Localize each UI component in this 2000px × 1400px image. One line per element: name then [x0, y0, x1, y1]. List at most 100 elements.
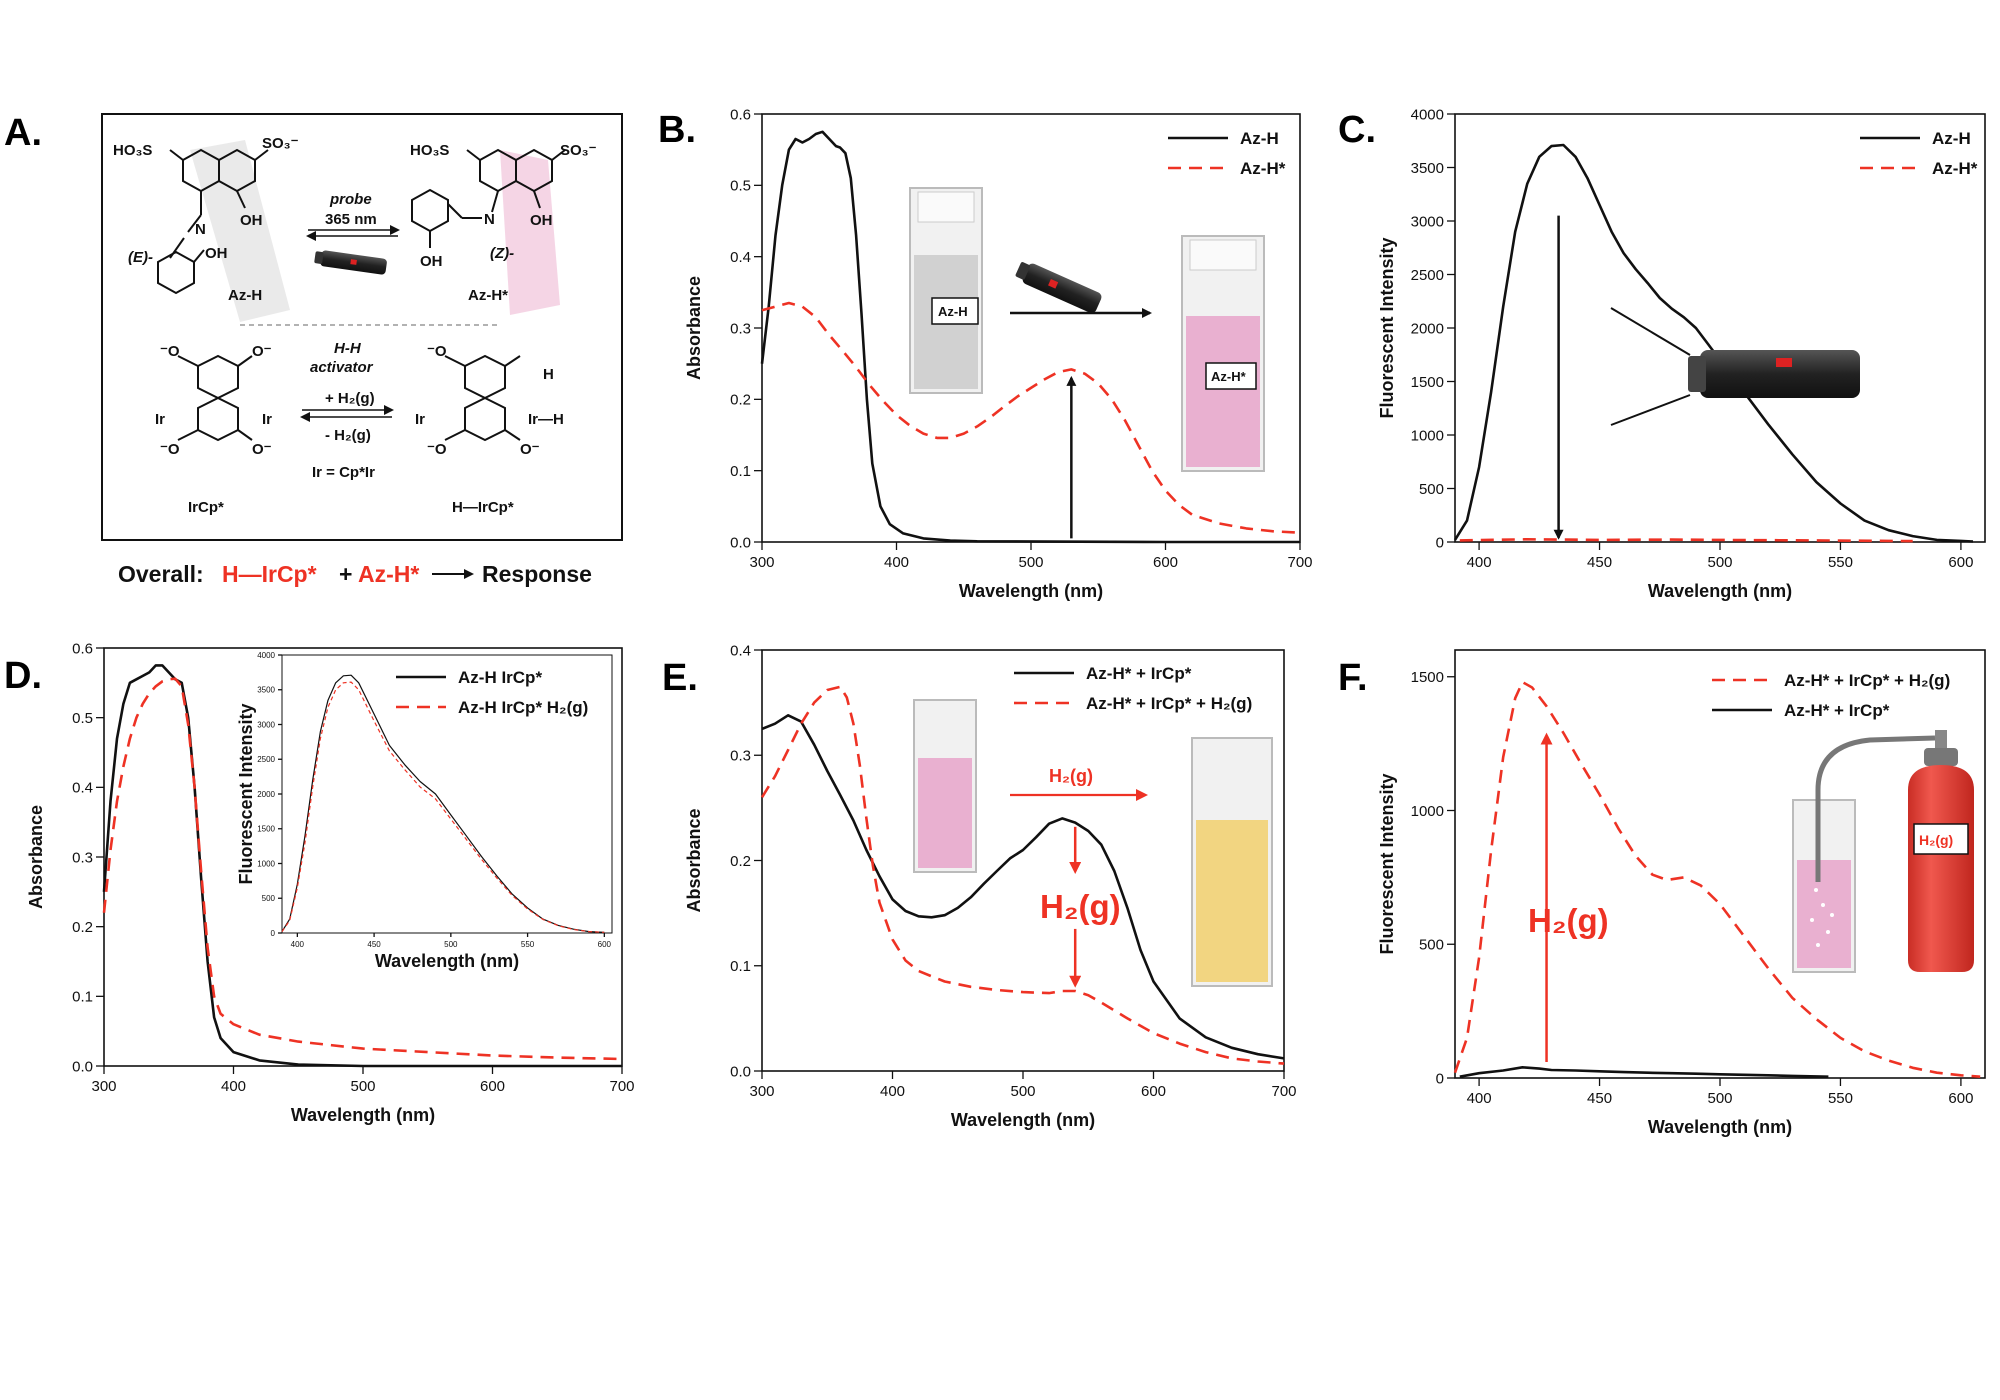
- hircp-complex-right: [444, 354, 521, 442]
- y-tick-label: 2500: [1411, 267, 1444, 284]
- legend-entry: Az-H* + IrCp*: [1086, 664, 1192, 683]
- flashlight-c: [1610, 307, 1860, 426]
- x-tick-label: 600: [1948, 554, 1973, 571]
- x-tick-label: 500: [1707, 1090, 1732, 1107]
- x-axis-title: Wavelength (nm): [959, 581, 1103, 601]
- panel-label-f: F.: [1338, 657, 1368, 699]
- y-tick-label: 0.3: [72, 849, 93, 866]
- x-tick-label: 600: [1141, 1083, 1166, 1100]
- ircp-complex-left: [177, 354, 253, 442]
- flashlight-small-a: [314, 250, 387, 275]
- probe-wavelength: 365 nm: [325, 211, 377, 228]
- x-tick-label: 300: [749, 554, 774, 571]
- y-tick-label: 1000: [257, 859, 275, 868]
- cuvette-azhstar-pink: Az-H*: [1181, 235, 1265, 472]
- legend-entry: Az-H IrCp* H₂(g): [458, 698, 588, 717]
- series-line-dashed: [1453, 680, 1981, 1078]
- panel-label-d: D.: [4, 655, 42, 697]
- x-tick-label: 500: [1010, 1083, 1035, 1100]
- x-tick-label: 700: [609, 1078, 634, 1095]
- y-tick-label: 0.6: [72, 640, 93, 657]
- x-tick-label: 550: [521, 940, 535, 949]
- y-tick-label: 0.0: [72, 1058, 93, 1075]
- o-minus-left-bot-2: O⁻: [252, 441, 272, 458]
- chart-f: 400 450 500 550 600 0 500 1000 1500 Wavelength (n…: [1377, 649, 1986, 1137]
- x-tick-label: 450: [1587, 1090, 1612, 1107]
- series-line-dashed: [1459, 538, 1913, 543]
- y-tick-label: 2000: [1411, 320, 1444, 337]
- y-tick-label: 0: [1436, 1070, 1444, 1087]
- y-tick-label: 500: [1419, 481, 1444, 498]
- ir-right-1: Ir: [415, 411, 425, 428]
- legend-entry: Az-H* + IrCp*: [1784, 701, 1890, 720]
- legend-entry: Az-H: [1932, 129, 1971, 148]
- cuvette-f-bubbles: [1792, 735, 1936, 973]
- o-minus-right-top: ⁻O: [427, 343, 447, 360]
- minus-h2-label: - H₂(g): [325, 427, 371, 444]
- x-tick-label: 450: [1587, 554, 1612, 571]
- chart-d-inset: 400 450 500 550 600 0 500 1000 1500 2000 2500 3000 3…: [236, 651, 613, 971]
- oh-right-2: OH: [420, 253, 443, 270]
- y-tick-label: 3000: [257, 720, 275, 729]
- n-left: N: [195, 221, 206, 238]
- oh-left-2: OH: [205, 245, 228, 262]
- x-axis-title: Wavelength (nm): [375, 951, 519, 971]
- y-tick-label: 500: [262, 894, 276, 903]
- oh-right-1: OH: [530, 212, 553, 229]
- series-line-solid: [760, 130, 1300, 544]
- y-tick-label: 0.3: [730, 748, 751, 765]
- x-tick-label: 550: [1828, 1090, 1853, 1107]
- ir-left-1: Ir: [155, 411, 165, 428]
- x-tick-label: 500: [1707, 554, 1732, 571]
- x-tick-label: 600: [1948, 1090, 1973, 1107]
- cuvette-azh-label: Az-H: [938, 304, 968, 319]
- x-tick-label: 400: [291, 940, 305, 949]
- y-axis-title: Fluorescent Intensity: [1377, 773, 1397, 954]
- x-tick-label: 500: [444, 940, 458, 949]
- y-tick-label: 500: [1419, 937, 1444, 954]
- o-minus-left-top-1: ⁻O: [160, 343, 180, 360]
- y-tick-label: 0: [1436, 534, 1444, 551]
- y-tick-label: 1500: [1411, 374, 1444, 391]
- x-axis-title: Wavelength (nm): [291, 1105, 435, 1125]
- chart-d: 300 400 500 600 700 0.0 0.1 0.2 0.3 0.4 0.5 0.6 Wave…: [26, 640, 635, 1125]
- y-axis-title: Absorbance: [684, 276, 704, 380]
- probe-label: probe: [329, 191, 372, 208]
- cuvette-e-yellow: [1191, 737, 1273, 987]
- y-tick-label: 0.2: [730, 392, 751, 409]
- hircp-label: H—IrCp*: [452, 499, 514, 516]
- y-tick-label: 4000: [257, 651, 275, 660]
- z-isomer-label: (Z)-: [490, 245, 514, 262]
- h-on-oxygen: H: [543, 366, 554, 383]
- y-tick-label: 0.1: [72, 989, 93, 1006]
- y-tick-label: 0.5: [72, 710, 93, 727]
- series-line-dashed: [760, 685, 1285, 1065]
- azh-label-scheme: Az-H: [228, 287, 262, 304]
- azhstar-label-scheme: Az-H*: [468, 287, 508, 304]
- legend-entry: Az-H* + IrCp* + H₂(g): [1086, 694, 1252, 713]
- x-tick-label: 300: [749, 1083, 774, 1100]
- y-tick-label: 1500: [1411, 669, 1444, 686]
- y-tick-label: 0.4: [72, 780, 93, 797]
- y-tick-label: 0.4: [730, 249, 751, 266]
- x-tick-label: 450: [367, 940, 381, 949]
- x-tick-label: 600: [598, 940, 612, 949]
- legend-entry: Az-H*: [1240, 159, 1286, 178]
- panel-label-c: C.: [1338, 109, 1376, 151]
- y-axis-title: Absorbance: [26, 805, 46, 909]
- chart-b: 300 400 500 600 700 0.0 0.1 0.2 0.3 0.4 0.5 0.6 Wave…: [684, 106, 1313, 601]
- overall-azhstar: Az-H*: [358, 561, 419, 587]
- series-line-solid: [761, 714, 1285, 1060]
- ir-left-2: Ir: [262, 411, 272, 428]
- y-tick-label: 0.2: [72, 919, 93, 936]
- cuvette-azh-grey: Az-H: [909, 187, 983, 394]
- x-tick-label: 400: [880, 1083, 905, 1100]
- h2-gas-cylinder: H₂(g): [1908, 730, 1974, 972]
- x-tick-label: 400: [1467, 554, 1492, 571]
- series-line-solid: [1453, 143, 1974, 543]
- cuvette-azhstar-label: Az-H*: [1211, 369, 1247, 384]
- legend-entry: Az-H*: [1932, 159, 1978, 178]
- chart-c: 400 450 500 550 600 0 500 1000 1500 2000 2500 3000 3…: [1377, 106, 1986, 601]
- y-tick-label: 0.4: [730, 642, 751, 659]
- n-right: N: [484, 211, 495, 228]
